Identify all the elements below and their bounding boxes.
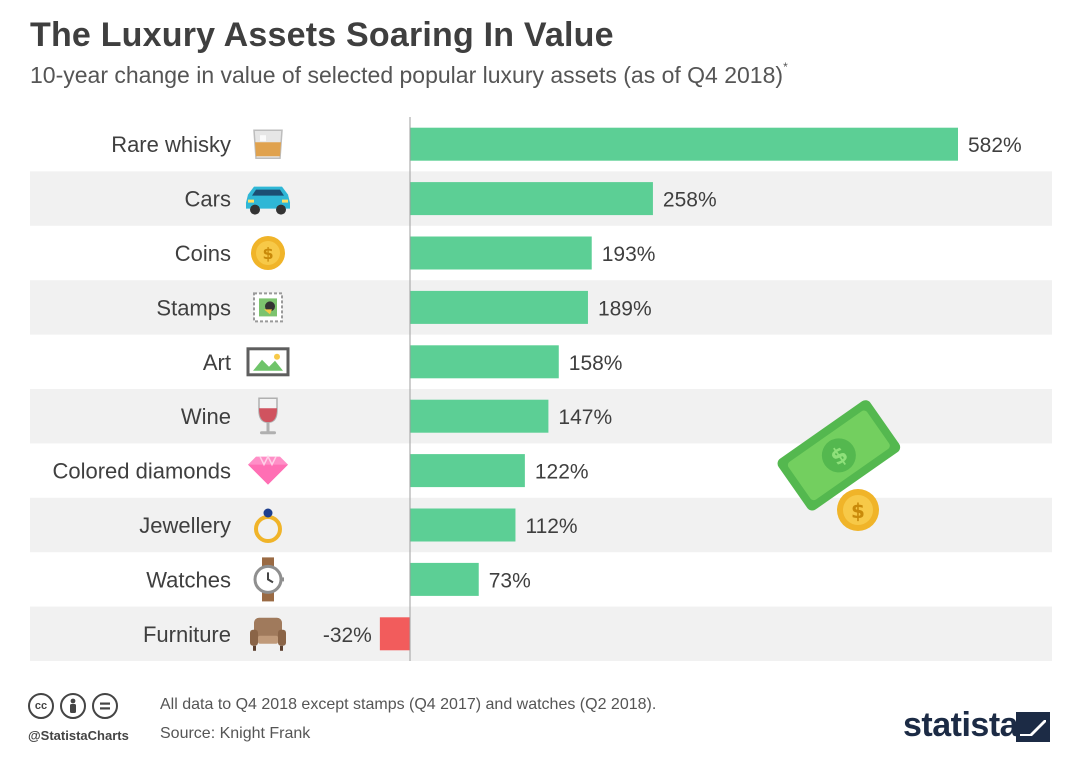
bar bbox=[410, 236, 592, 270]
chart-title: The Luxury Assets Soaring In Value bbox=[30, 16, 614, 54]
money-illustration: $ $ bbox=[777, 400, 901, 531]
value-label: 122% bbox=[535, 461, 589, 484]
category-label: Cars bbox=[185, 187, 231, 212]
whisky-glass-icon bbox=[253, 129, 283, 159]
category-label: Watches bbox=[146, 567, 231, 592]
no-derivatives-icon bbox=[92, 693, 118, 719]
category-label: Colored diamonds bbox=[52, 459, 231, 484]
row-stripe bbox=[30, 606, 1052, 661]
bar bbox=[410, 454, 525, 488]
category-label: Jewellery bbox=[139, 513, 231, 538]
bar bbox=[410, 182, 653, 216]
subtitle-footnote-mark: * bbox=[783, 60, 788, 74]
category-label: Wine bbox=[181, 404, 231, 429]
value-label: 258% bbox=[663, 189, 717, 212]
car-icon bbox=[246, 186, 290, 215]
watch-icon bbox=[253, 557, 284, 602]
bar bbox=[410, 127, 958, 161]
chart-subtitle: 10-year change in value of selected popu… bbox=[30, 60, 788, 89]
row-stripe bbox=[30, 497, 1052, 553]
statista-logo-icon bbox=[1016, 712, 1050, 742]
category-label: Coins bbox=[175, 241, 231, 266]
stamp-icon bbox=[253, 292, 283, 323]
value-label: 73% bbox=[489, 569, 531, 592]
value-label: 189% bbox=[598, 297, 652, 320]
svg-text:$: $ bbox=[851, 499, 865, 523]
value-label: 112% bbox=[525, 515, 577, 538]
attribution-icon bbox=[60, 693, 86, 719]
source-note: Source: Knight Frank bbox=[160, 725, 311, 742]
value-label: 582% bbox=[968, 134, 1022, 157]
license-icons: cc bbox=[28, 693, 118, 719]
category-label: Furniture bbox=[143, 622, 231, 647]
bar bbox=[410, 290, 588, 324]
value-label: 193% bbox=[602, 243, 656, 266]
bar bbox=[410, 508, 516, 542]
bar bbox=[410, 345, 559, 379]
bar bbox=[410, 399, 549, 433]
svg-text:$: $ bbox=[262, 244, 273, 263]
value-label: -32% bbox=[323, 624, 372, 647]
ring-icon bbox=[254, 508, 282, 543]
bar-chart: Rare whisky 582% Cars 258% Coins $193% Stamps 1… bbox=[30, 117, 1052, 661]
footnote: All data to Q4 2018 except stamps (Q4 20… bbox=[160, 696, 657, 713]
bar bbox=[379, 617, 410, 651]
armchair-icon bbox=[250, 617, 286, 651]
subtitle-text: 10-year change in value of selected popu… bbox=[30, 62, 784, 88]
category-label: Art bbox=[203, 350, 231, 375]
value-label: 147% bbox=[558, 406, 612, 429]
creative-commons-icon: cc bbox=[28, 693, 54, 719]
wine-glass-icon bbox=[258, 397, 278, 435]
diamond-icon bbox=[248, 454, 288, 485]
category-label: Rare whisky bbox=[111, 132, 231, 157]
value-label: 158% bbox=[569, 352, 623, 375]
statista-handle: @StatistaCharts bbox=[28, 728, 129, 743]
bar bbox=[410, 562, 479, 596]
category-label: Stamps bbox=[156, 295, 231, 320]
coin-icon: $ bbox=[251, 236, 285, 270]
picture-frame-icon bbox=[246, 347, 290, 377]
statista-logo-text: statista bbox=[903, 706, 1019, 744]
